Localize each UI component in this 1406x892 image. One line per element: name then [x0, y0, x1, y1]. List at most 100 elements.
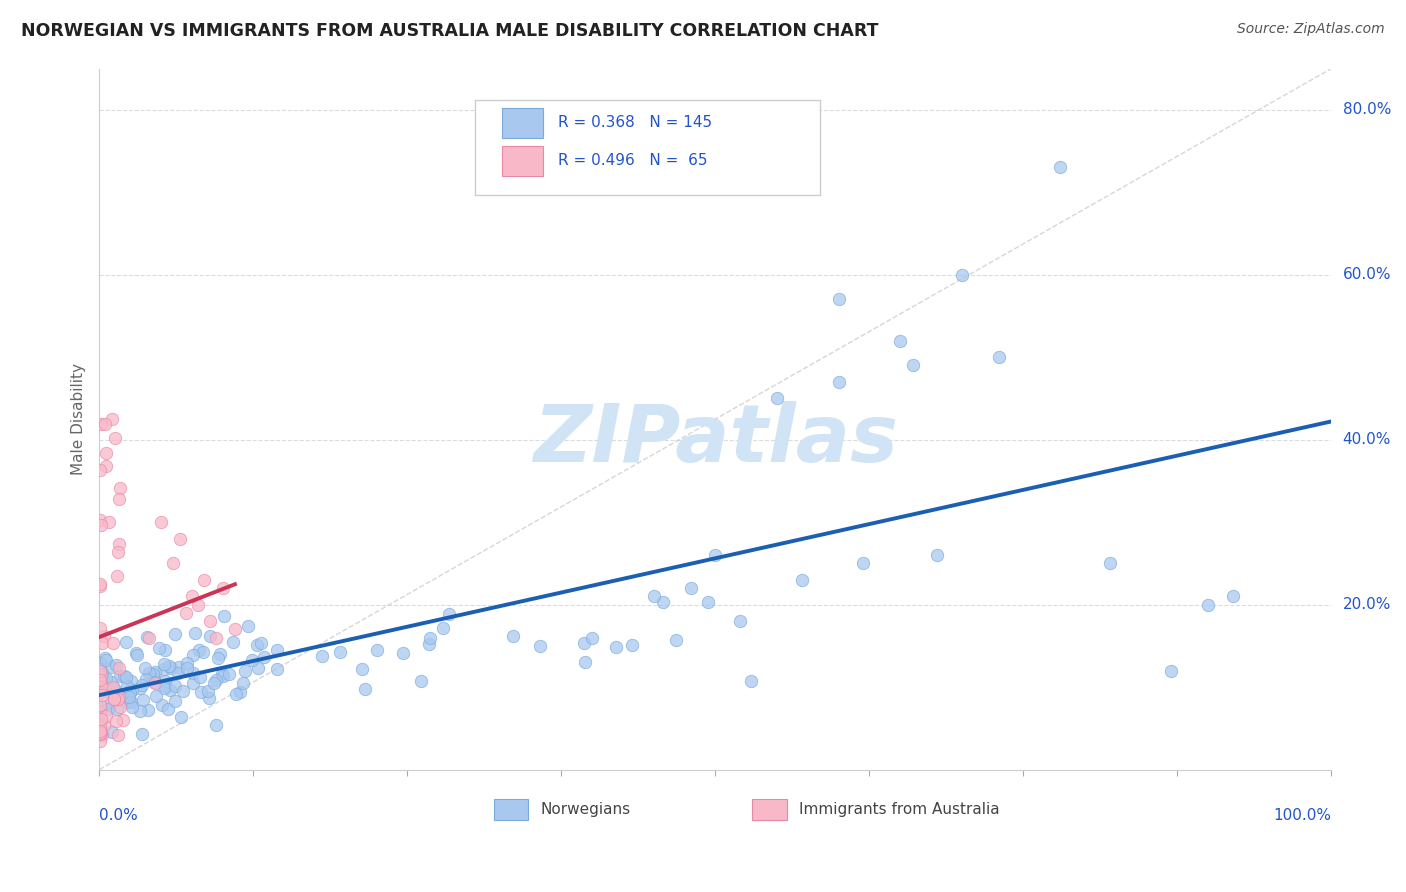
Point	[105, 714, 128, 728]
Point	[108, 690, 131, 705]
Point	[250, 635, 273, 649]
Point	[174, 606, 197, 620]
Point	[89, 698, 111, 713]
Point	[153, 657, 176, 671]
Point	[212, 669, 235, 683]
Point	[1049, 161, 1071, 175]
Point	[205, 631, 228, 645]
Point	[207, 651, 229, 665]
Point	[108, 669, 131, 683]
Point	[115, 695, 138, 709]
Point	[89, 462, 111, 476]
Point	[188, 670, 211, 684]
Point	[169, 710, 191, 724]
Point	[104, 431, 127, 445]
Point	[115, 670, 138, 684]
Point	[89, 705, 111, 719]
Point	[240, 653, 263, 667]
Point	[89, 720, 111, 734]
Point	[138, 631, 160, 645]
Point	[105, 701, 128, 715]
Point	[89, 656, 111, 670]
Point	[827, 375, 849, 389]
Point	[643, 590, 665, 604]
Point	[232, 675, 254, 690]
Point	[247, 661, 270, 675]
Point	[145, 690, 167, 704]
Point	[193, 644, 215, 658]
Point	[153, 673, 176, 688]
Point	[90, 417, 112, 431]
Point	[193, 573, 215, 587]
Point	[205, 718, 228, 732]
Point	[679, 581, 702, 595]
Point	[89, 621, 111, 635]
Point	[128, 704, 150, 718]
Point	[108, 481, 131, 495]
Point	[89, 727, 111, 741]
Point	[96, 445, 118, 459]
Point	[89, 723, 111, 738]
Point	[89, 577, 111, 591]
Point	[157, 659, 180, 673]
Text: Source: ZipAtlas.com: Source: ZipAtlas.com	[1237, 22, 1385, 37]
Point	[90, 712, 112, 726]
Point	[852, 557, 875, 571]
Point	[155, 643, 177, 657]
Point	[107, 728, 129, 742]
Text: 80.0%: 80.0%	[1343, 103, 1391, 117]
Point	[103, 681, 125, 695]
Point	[89, 662, 111, 676]
Point	[605, 640, 627, 654]
Point	[120, 695, 142, 709]
Point	[94, 684, 117, 698]
Point	[143, 665, 166, 680]
Point	[184, 625, 207, 640]
Text: 100.0%: 100.0%	[1274, 808, 1331, 823]
Point	[172, 684, 194, 698]
Point	[419, 631, 441, 645]
Point	[101, 411, 124, 425]
Text: R = 0.496   N =  65: R = 0.496 N = 65	[558, 153, 707, 169]
Point	[96, 653, 118, 667]
Point	[651, 595, 673, 609]
Text: 40.0%: 40.0%	[1343, 433, 1391, 447]
Point	[1098, 557, 1121, 571]
Point	[121, 682, 143, 697]
Point	[160, 660, 183, 674]
Point	[153, 662, 176, 676]
Point	[159, 682, 181, 697]
Point	[176, 656, 198, 670]
Point	[574, 656, 596, 670]
Point	[169, 532, 191, 546]
Point	[1222, 590, 1244, 604]
Point	[90, 518, 112, 533]
Point	[127, 648, 149, 662]
Point	[93, 629, 115, 643]
Point	[165, 627, 187, 641]
Point	[152, 681, 174, 695]
Point	[529, 639, 551, 653]
Point	[136, 630, 159, 644]
Point	[180, 590, 202, 604]
Point	[409, 674, 432, 689]
Point	[391, 646, 413, 660]
Point	[165, 679, 187, 693]
Text: Immigrants from Australia: Immigrants from Australia	[799, 802, 1000, 817]
Point	[156, 702, 179, 716]
Point	[163, 694, 186, 708]
Point	[105, 568, 128, 582]
Point	[697, 595, 720, 609]
Point	[329, 645, 352, 659]
Point	[190, 685, 212, 699]
Point	[889, 334, 911, 348]
Point	[94, 671, 117, 685]
Point	[118, 695, 141, 709]
Point	[134, 661, 156, 675]
Point	[90, 668, 112, 682]
Point	[89, 513, 111, 527]
Point	[89, 734, 111, 748]
Point	[366, 643, 388, 657]
Point	[208, 648, 231, 662]
Point	[110, 700, 132, 714]
